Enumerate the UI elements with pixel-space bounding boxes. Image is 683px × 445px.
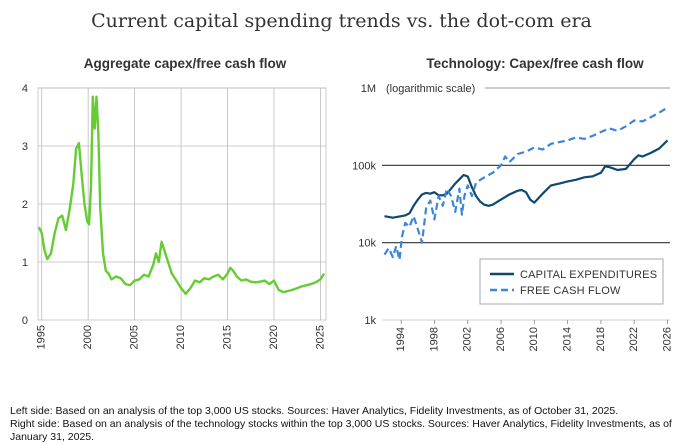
left-x-tick-label: 2025 <box>314 325 326 349</box>
capex-series-line <box>384 139 669 219</box>
right-y-tick-label: 1k <box>364 315 376 327</box>
left-x-tick-label: 2005 <box>129 325 141 349</box>
right-x-tick-label: 1994 <box>395 327 407 351</box>
left-y-tick-label: 2 <box>22 199 28 211</box>
left-y-tick-label: 3 <box>22 141 28 153</box>
left-y-tick-label: 1 <box>22 257 28 269</box>
right-log-scale-note: (logarithmic scale) <box>386 83 475 95</box>
left-x-tick-label: 1995 <box>36 325 48 349</box>
right-x-tick-label: 2002 <box>462 327 474 351</box>
right-x-tick-label: 2018 <box>595 327 607 351</box>
legend-capex-label: CAPITAL EXPENDITURES <box>520 269 657 281</box>
left-x-tick-label: 2000 <box>82 325 94 349</box>
left-chart: 0 1 2 3 4 1995 2000 2005 2010 2015 2020 2025 <box>22 83 327 349</box>
right-x-tick-label: 1998 <box>428 327 440 351</box>
right-x-tick-label: 2010 <box>528 327 540 351</box>
left-y-tick-label: 0 <box>22 315 28 327</box>
right-x-tick-label: 2022 <box>628 327 640 351</box>
legend-box <box>479 258 664 305</box>
right-x-tick-label: 2014 <box>562 327 574 351</box>
note-right: Right side: Based on an analysis of the … <box>10 418 672 443</box>
right-y-tick-label: 1M <box>361 83 376 95</box>
left-x-tick-label: 2010 <box>175 325 187 349</box>
left-y-tick-label: 4 <box>22 83 28 95</box>
note-left: Left side: Based on an analysis of the t… <box>10 405 619 417</box>
right-y-tick-label: 10k <box>358 238 376 250</box>
right-x-tick-label: 2006 <box>495 327 507 351</box>
left-x-tick-label: 2020 <box>268 325 280 349</box>
fcf-series-line <box>383 106 669 261</box>
left-x-tick-label: 2015 <box>221 325 233 349</box>
left-series-line <box>37 95 326 296</box>
right-chart: 1k 10k 100k 1M (logarithmic scale) 1994 1998 20… <box>352 83 673 351</box>
legend-fcf-label: FREE CASH FLOW <box>520 285 621 297</box>
left-chart-title: Aggregate capex/free cash flow <box>83 56 287 71</box>
page-title: Current capital spending trends vs. the … <box>91 10 592 32</box>
right-y-tick-label: 100k <box>352 160 376 172</box>
right-chart-title: Technology: Capex/free cash flow <box>426 56 644 71</box>
right-x-tick-label: 2026 <box>661 327 673 351</box>
